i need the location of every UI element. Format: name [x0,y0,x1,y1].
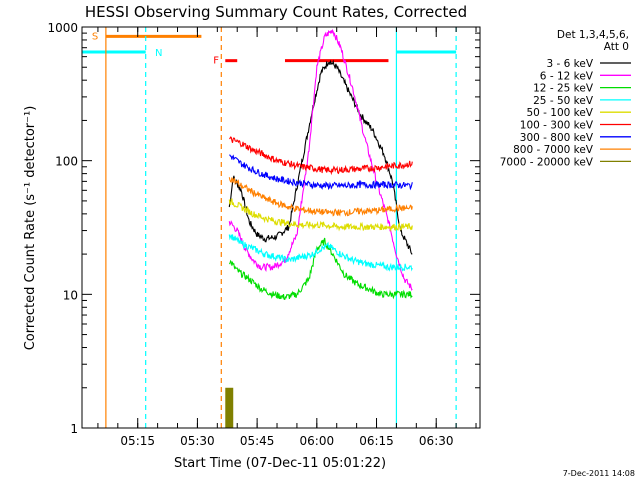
series-line-2 [228,237,413,301]
timestamp-stamp: 7-Dec-2011 14:08 [563,469,635,478]
x-tick-label: 06:30 [419,434,454,448]
x-tick-label: 05:45 [240,434,275,448]
legend-title-line-0: Det 1,3,4,5,6, [557,29,629,41]
flare-flag-label: F [213,56,219,67]
y-tick-label: 1 [70,422,78,436]
plot-frame [81,26,481,429]
series-line-7 [228,177,413,217]
series-line-0 [228,59,413,255]
saa-flag-label: S [92,31,98,42]
series-line-3 [228,234,413,272]
series-line-6 [229,154,413,191]
legend-entry-label-7: 800 - 7000 keV [513,144,594,156]
night-flag-label: N [155,48,162,59]
legend-entry-label-6: 300 - 800 keV [520,132,594,144]
legend-entry-label-2: 12 - 25 keV [533,83,594,95]
legend-entry-label-1: 6 - 12 keV [540,70,594,82]
legend-entry-label-8: 7000 - 20000 keV [500,156,594,168]
chart-title: HESSI Observing Summary Count Rates, Cor… [85,3,467,21]
y-axis-label: Corrected Count Rate (s⁻¹ detector⁻¹) [23,106,38,351]
x-tick-label: 05:30 [180,434,215,448]
y-tick-label: 10 [63,288,78,302]
series-line-4 [228,198,413,233]
x-tick-label: 06:00 [300,434,335,448]
x-tick-label: 05:15 [120,434,155,448]
series-8-bar-0 [225,387,234,428]
legend-entry-label-3: 25 - 50 keV [533,95,594,107]
y-tick-label: 1000 [47,21,78,35]
legend-entry-label-5: 100 - 300 keV [520,120,594,132]
y-tick-label: 100 [55,155,78,169]
legend-entry-label-4: 50 - 100 keV [526,107,593,119]
series-line-1 [228,28,413,291]
x-axis-label: Start Time (07-Dec-11 05:01:22) [174,456,386,471]
x-tick-label: 06:15 [359,434,394,448]
plot-area: S N F 1 10 100 1000 05:15 05:30 05:45 06:00 06:15 06… [47,21,481,448]
legend-title-line-1: Att 0 [604,41,629,53]
series-line-5 [229,136,413,176]
legend-entry-label-0: 3 - 6 keV [546,58,593,70]
